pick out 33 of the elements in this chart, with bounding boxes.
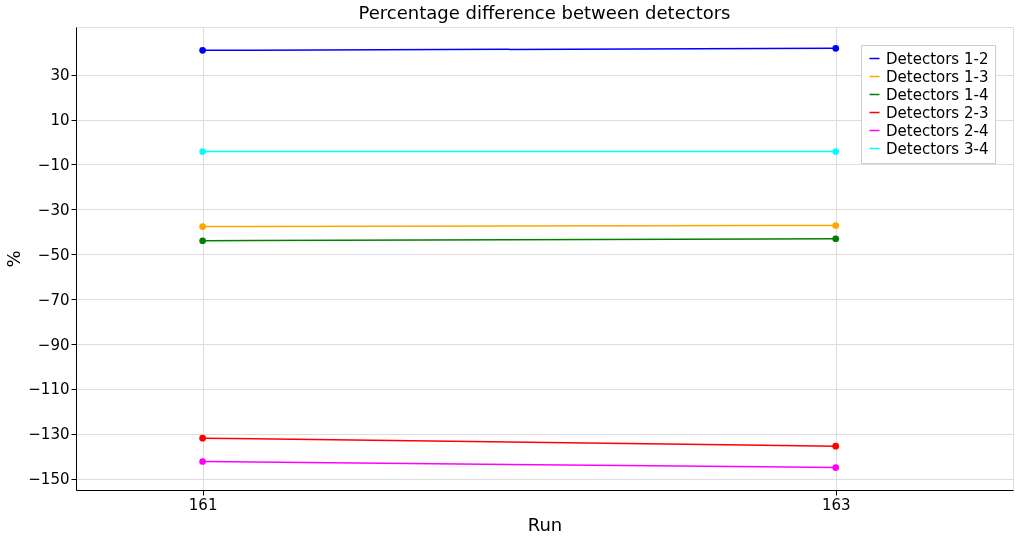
chart-title: Percentage difference between detectors (358, 2, 731, 23)
y-tick-label: −110 (28, 380, 70, 399)
point (832, 442, 840, 450)
legend-label: Detectors 3-4 (886, 139, 989, 158)
legend-label: Detectors 1-2 (886, 49, 989, 68)
y-tick-label: −50 (37, 245, 70, 264)
legend-label: Detectors 1-4 (886, 85, 989, 104)
point (199, 148, 206, 155)
point (199, 434, 206, 442)
point (832, 464, 840, 471)
point (832, 235, 840, 243)
x-axis-title: Run (527, 513, 563, 535)
legend-label: Detectors 2-4 (886, 121, 989, 140)
y-tick-label: −130 (28, 425, 70, 444)
y-tick-label: −90 (37, 335, 70, 354)
y-tick-label: 10 (50, 111, 70, 130)
point (199, 47, 206, 54)
point (199, 223, 206, 230)
legend-label: Detectors 1-3 (886, 67, 989, 86)
point (832, 222, 840, 229)
y-tick-label: −10 (37, 155, 70, 174)
y-tick-label: −150 (28, 470, 70, 489)
point (832, 44, 840, 52)
y-tick-label: 30 (50, 66, 70, 85)
point (199, 458, 206, 465)
legend-label: Detectors 2-3 (886, 103, 989, 122)
y-axis-title: % (3, 250, 25, 268)
y-tick-label: −70 (37, 290, 70, 309)
x-tick-label: 163 (821, 495, 851, 514)
point (832, 148, 840, 155)
y-tick-label: −30 (37, 200, 70, 219)
x-tick-label: 161 (188, 495, 218, 514)
point (199, 237, 206, 245)
